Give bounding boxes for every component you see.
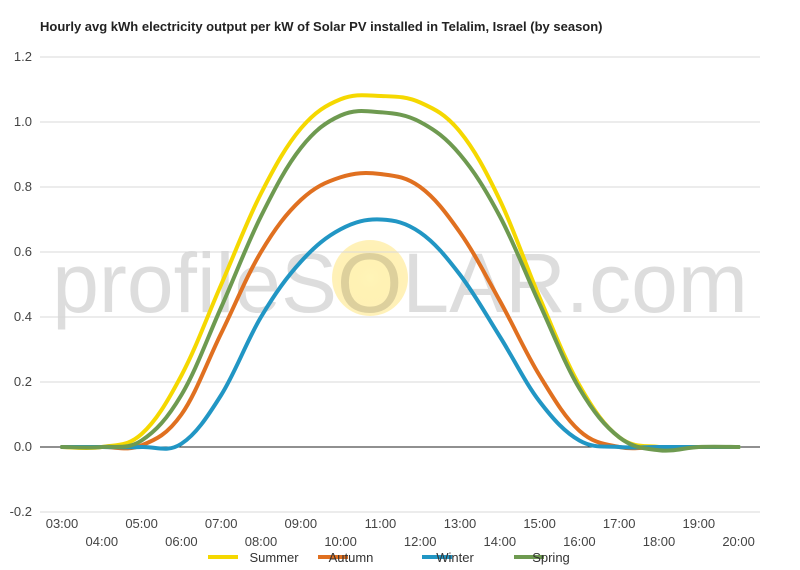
x-tick-label: 17:00 [603,516,636,531]
x-tick-label: 16:00 [563,534,596,549]
legend-label-autumn: Autumn [329,550,374,565]
x-axis: 03:00 04:00 05:00 06:00 07:00 08:00 09:00 10:00… [46,516,755,549]
y-tick-label: 1.2 [14,49,32,64]
x-tick-label: 05:00 [125,516,158,531]
series-line-spring [60,109,741,453]
watermark: profileSOLAR.com [52,236,748,330]
chart-title: Hourly avg kWh electricity output per kW… [40,19,603,34]
watermark-text: profileSOLAR.com [52,236,748,330]
y-tick-label: 0.0 [14,439,32,454]
y-tick-label: 0.4 [14,309,32,324]
x-tick-label: 10:00 [324,534,357,549]
x-tick-label: 13:00 [444,516,477,531]
y-tick-label: 0.6 [14,244,32,259]
legend-label-spring: Spring [532,550,570,565]
x-tick-label: 08:00 [245,534,278,549]
x-tick-label: 18:00 [643,534,676,549]
legend-label-winter: Winter [436,550,474,565]
x-tick-label: 03:00 [46,516,79,531]
x-tick-label: 12:00 [404,534,437,549]
x-tick-label: 06:00 [165,534,198,549]
x-tick-label: 09:00 [285,516,318,531]
x-tick-label: 07:00 [205,516,238,531]
y-axis: -0.2 0.0 0.2 0.4 0.6 0.8 1.0 1.2 [10,49,32,519]
y-tick-label: 0.2 [14,374,32,389]
y-tick-label: 1.0 [14,114,32,129]
x-tick-label: 15:00 [523,516,556,531]
legend-label-summer: Summer [249,550,299,565]
x-tick-label: 04:00 [86,534,119,549]
series-line-winter [60,217,741,451]
x-tick-label: 19:00 [683,516,716,531]
legend: Summer Autumn Winter Spring [208,550,570,565]
y-tick-label: 0.8 [14,179,32,194]
x-tick-label: 20:00 [722,534,755,549]
series-lines [60,93,741,453]
x-tick-label: 11:00 [365,516,397,531]
watermark-sun-icon [332,240,408,316]
x-tick-label: 14:00 [484,534,517,549]
y-tick-label: -0.2 [10,504,32,519]
